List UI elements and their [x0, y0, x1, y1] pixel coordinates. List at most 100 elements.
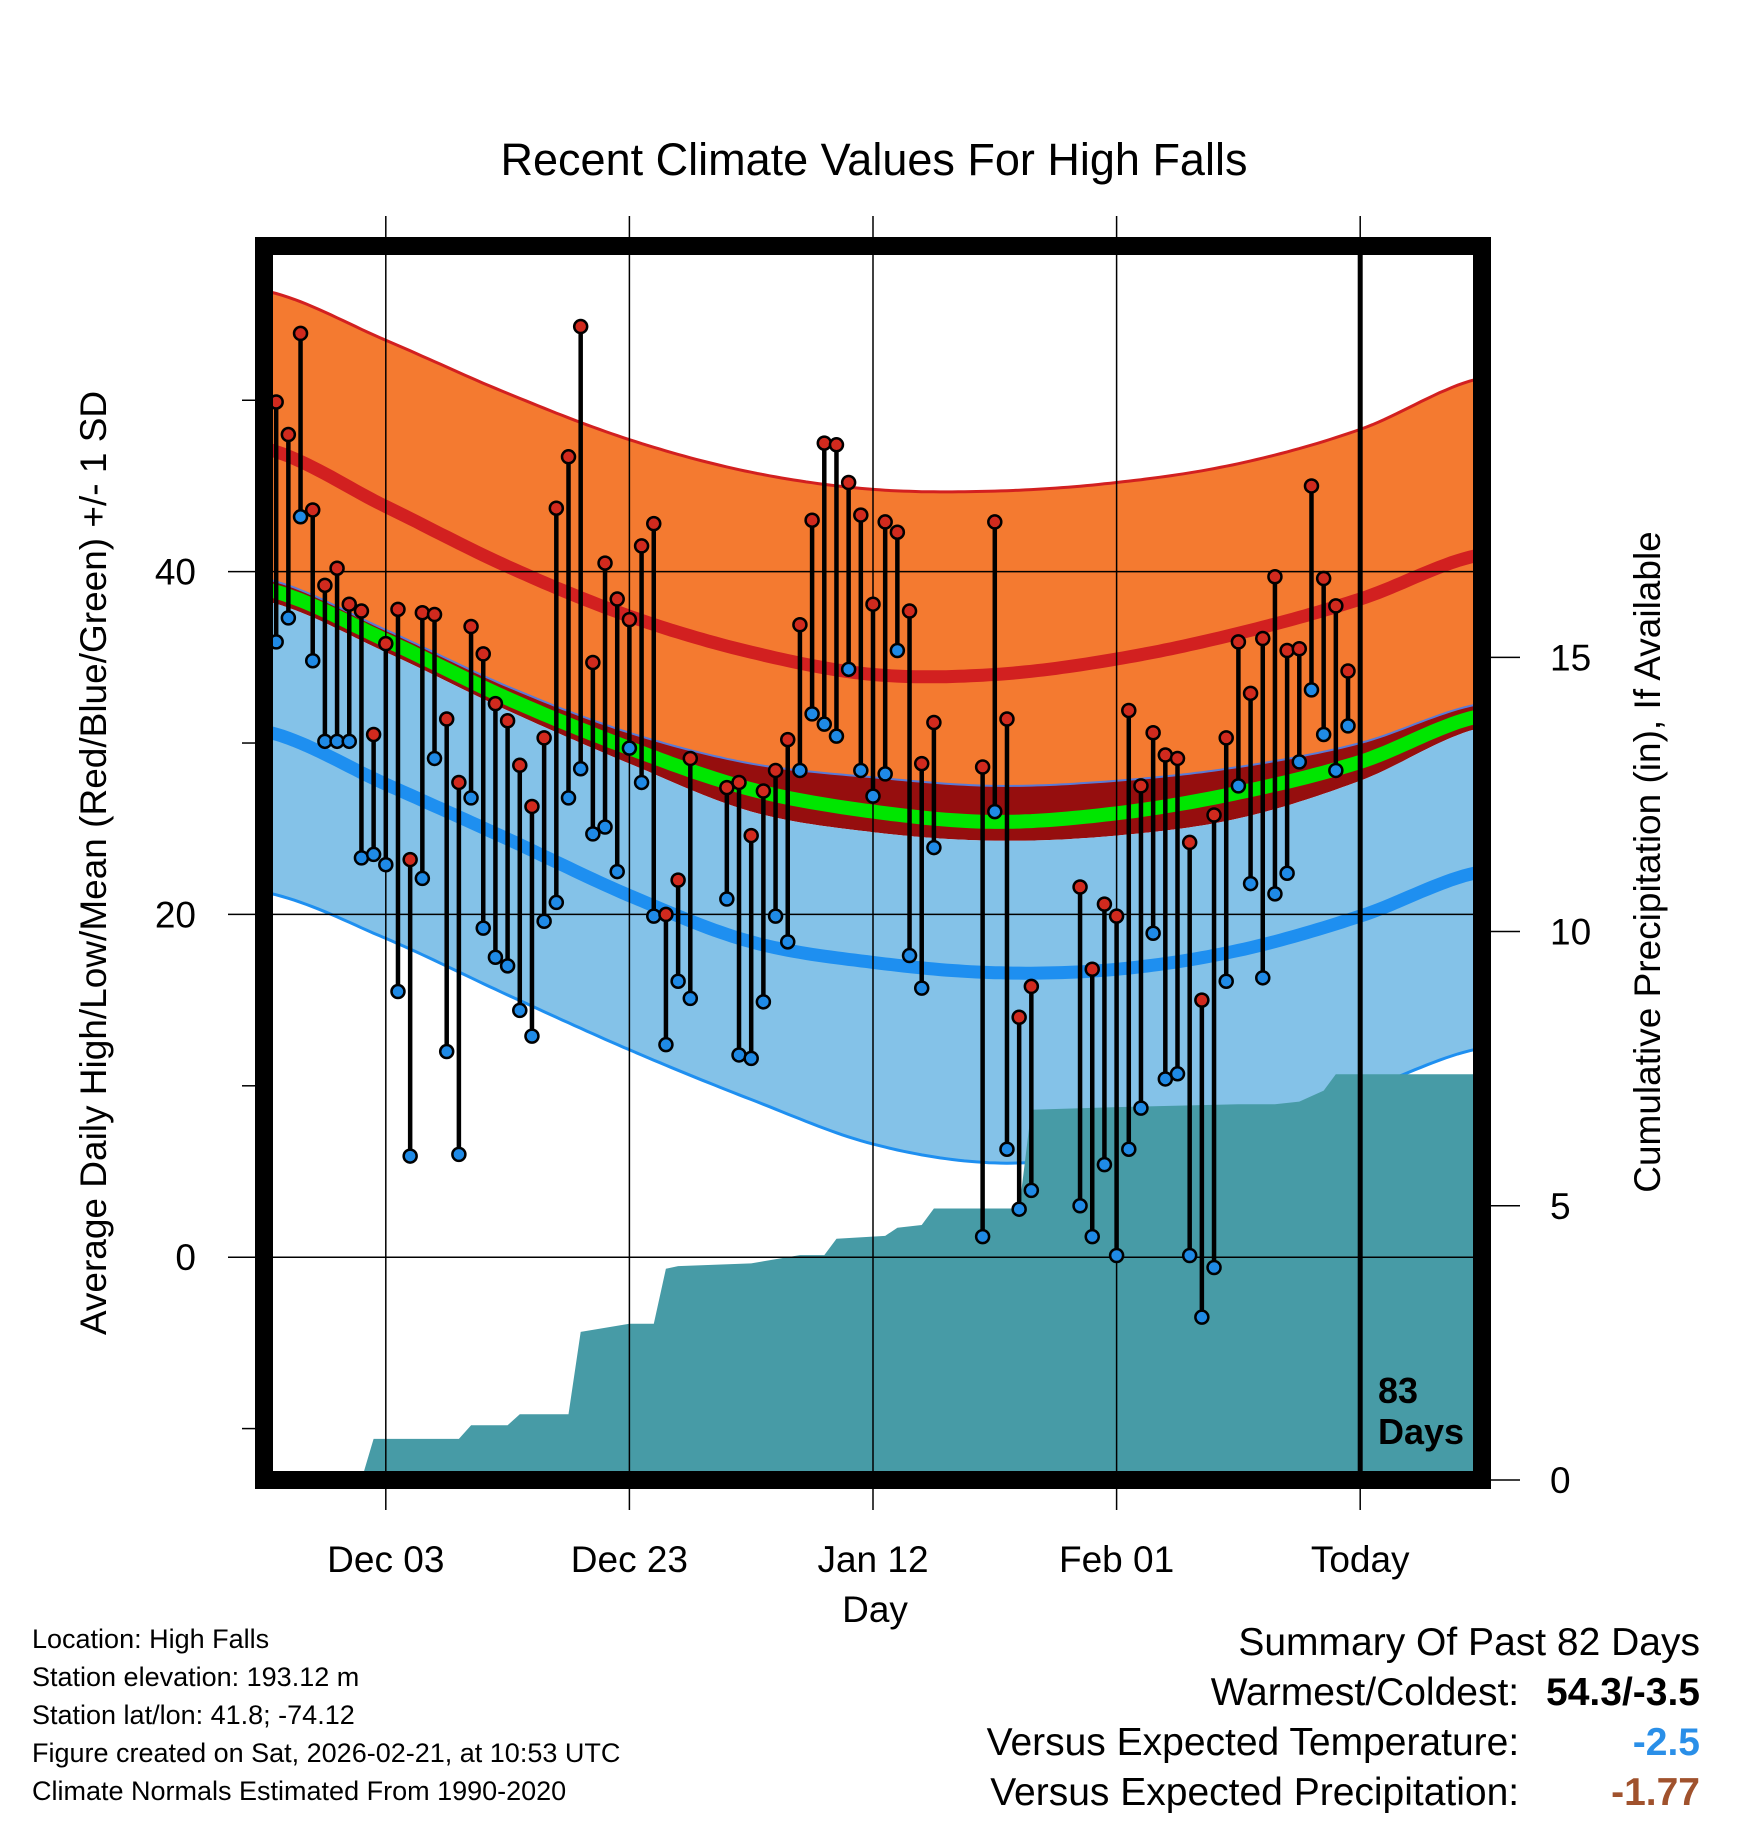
daily-low-point: [865, 788, 881, 804]
daily-high-point: [621, 611, 638, 628]
daily-low-point: [633, 774, 650, 791]
daily-high-point: [828, 437, 845, 453]
daily-observations: [264, 318, 1356, 1325]
daily-high-point: [670, 872, 686, 888]
daily-low-point: [1084, 1228, 1100, 1245]
daily-high-point: [1315, 570, 1332, 587]
today-days-unit: Days: [1378, 1411, 1464, 1452]
daily-low-point: [743, 1050, 759, 1067]
daily-high-point: [646, 515, 662, 532]
created-text: Figure created on Sat, 2026-02-21, at 10…: [32, 1738, 621, 1768]
warmest-value: 54.3/-3.5: [1546, 1671, 1700, 1714]
daily-low-point: [646, 908, 662, 924]
y-right-tick-label: 15: [1550, 637, 1591, 678]
daily-low-point: [828, 728, 845, 744]
daily-high-point: [353, 603, 370, 619]
daily-high-point: [1230, 634, 1247, 650]
daily-low-point: [1206, 1259, 1222, 1276]
daily-low-point: [853, 762, 869, 779]
daily-high-point: [633, 538, 650, 554]
daily-low-point: [475, 920, 491, 936]
station-info: Location: High Falls Station elevation: …: [32, 1620, 620, 1810]
daily-low-point: [548, 894, 565, 911]
chart-title: Recent Climate Values For High Falls: [501, 134, 1248, 185]
daily-high-point: [779, 731, 796, 748]
daily-high-point: [597, 555, 613, 571]
y-axis-right-label: Cumulative Precipitation (in), If Availa…: [1627, 531, 1668, 1193]
daily-high-point: [317, 577, 333, 594]
daily-high-point: [329, 560, 345, 576]
daily-low-point: [1303, 682, 1320, 698]
daily-low-point: [414, 870, 431, 887]
y-left-tick-label: 40: [155, 552, 196, 593]
daily-high-point: [999, 711, 1015, 727]
y-right-tick-label: 10: [1550, 912, 1591, 953]
daily-high-point: [402, 851, 418, 868]
x-axis-label: Day: [842, 1589, 908, 1630]
x-tick-label: Today: [1311, 1539, 1410, 1580]
daily-low-point: [719, 891, 735, 907]
daily-high-point: [1303, 478, 1320, 494]
daily-high-point: [414, 605, 431, 621]
daily-high-point: [1206, 807, 1222, 823]
daily-low-point: [974, 1228, 991, 1245]
daily-high-point: [378, 635, 394, 652]
daily-high-point: [1218, 730, 1234, 746]
daily-low-point: [901, 947, 918, 964]
y-right-tick-label: 0: [1550, 1460, 1571, 1501]
daily-low-point: [463, 790, 479, 806]
daily-low-point: [1340, 718, 1356, 734]
daily-high-point: [889, 524, 906, 540]
daily-low-point: [1218, 973, 1234, 990]
daily-low-point: [402, 1148, 418, 1164]
daily-high-point: [1108, 908, 1125, 924]
daily-high-point: [792, 617, 808, 633]
daily-low-point: [1315, 726, 1332, 743]
x-tick-label: Dec 23: [571, 1539, 688, 1580]
daily-low-point: [378, 856, 394, 873]
daily-high-point: [512, 757, 528, 774]
daily-high-point: [292, 325, 309, 342]
daily-low-point: [1108, 1247, 1125, 1264]
daily-low-point: [840, 661, 857, 678]
y-axis-left-label: Average Daily High/Low/Mean (Red/Blue/Gr…: [73, 391, 114, 1335]
daily-high-point: [865, 596, 881, 612]
daily-high-point: [365, 726, 382, 743]
daily-low-point: [426, 750, 443, 767]
daily-high-point: [731, 774, 747, 791]
daily-high-point: [853, 507, 869, 523]
daily-low-point: [816, 716, 833, 732]
daily-high-point: [901, 603, 918, 619]
daily-low-point: [999, 1141, 1015, 1157]
daily-high-point: [1291, 641, 1308, 657]
today-days-count: 83: [1378, 1370, 1418, 1411]
daily-high-point: [1072, 879, 1088, 895]
daily-high-point: [280, 426, 297, 443]
daily-high-point: [572, 318, 589, 335]
daily-low-point: [804, 706, 820, 722]
daily-low-point: [512, 1002, 528, 1019]
temp-vs-expected-value: -2.5: [1632, 1721, 1700, 1764]
daily-high-point: [1267, 569, 1283, 585]
x-tick-label: Jan 12: [817, 1539, 928, 1580]
daily-high-point: [536, 730, 552, 746]
daily-low-point: [877, 766, 893, 782]
daily-low-point: [1072, 1198, 1088, 1214]
y-right-tick-label: 5: [1550, 1186, 1571, 1227]
latlon-text: Station lat/lon: 41.8; -74.12: [32, 1700, 355, 1730]
daily-high-point: [877, 514, 893, 530]
daily-high-point: [304, 502, 321, 518]
daily-high-point: [1084, 961, 1100, 978]
daily-low-point: [755, 994, 772, 1010]
daily-low-point: [585, 826, 601, 842]
daily-high-point: [524, 798, 540, 815]
daily-low-point: [524, 1028, 540, 1044]
daily-high-point: [1023, 978, 1040, 995]
x-tick-label: Feb 01: [1059, 1539, 1174, 1580]
daily-high-point: [1194, 992, 1210, 1008]
daily-high-point: [585, 654, 601, 671]
daily-high-point: [487, 695, 504, 712]
summary-title: Summary Of Past 82 Days: [1238, 1621, 1700, 1664]
daily-low-point: [682, 990, 699, 1007]
daily-low-point: [913, 980, 930, 996]
